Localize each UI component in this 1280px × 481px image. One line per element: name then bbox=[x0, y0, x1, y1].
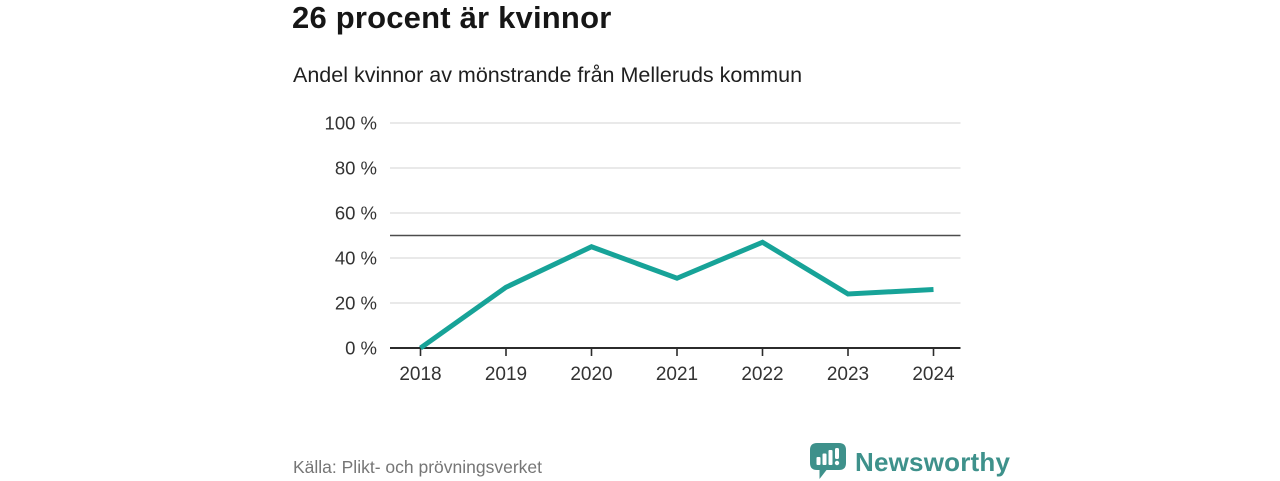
y-axis-tick-label: 80 % bbox=[335, 158, 377, 179]
x-axis-tick-label: 2018 bbox=[399, 364, 441, 385]
x-axis-tick-label: 2023 bbox=[827, 364, 869, 385]
y-axis-tick-label: 20 % bbox=[335, 293, 377, 314]
y-axis-tick-label: 40 % bbox=[335, 248, 377, 269]
newsworthy-bubble-chart-icon bbox=[810, 443, 846, 479]
x-axis-tick-label: 2024 bbox=[912, 364, 955, 385]
y-axis-tick-label: 0 % bbox=[345, 338, 377, 359]
x-axis-tick-label: 2022 bbox=[741, 364, 783, 385]
newsworthy-logo: Newsworthy bbox=[810, 443, 1010, 481]
data-line-series bbox=[419, 239, 934, 351]
chart-subtitle: Andel kvinnor av mönstrande från Melleru… bbox=[293, 63, 803, 87]
chart-title: 26 procent är kvinnor bbox=[292, 0, 612, 35]
source-attribution: Källa: Plikt- och prövningsverket bbox=[293, 457, 542, 477]
y-axis-tick-label: 60 % bbox=[335, 203, 377, 224]
newsworthy-wordmark: Newsworthy bbox=[855, 446, 1011, 477]
x-axis-tick-label: 2019 bbox=[485, 364, 527, 385]
x-axis-tick-label: 2020 bbox=[570, 364, 612, 385]
x-axis-tick-label: 2021 bbox=[656, 364, 698, 385]
y-axis-tick-label: 100 % bbox=[325, 113, 377, 134]
